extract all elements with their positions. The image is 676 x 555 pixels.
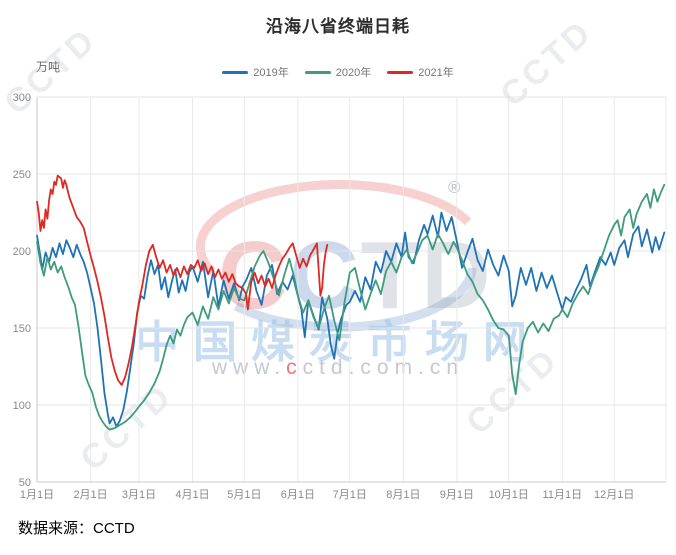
chart-legend: 2019年 2020年 2021年 xyxy=(0,64,676,80)
y-tick-label: 50 xyxy=(19,477,31,489)
y-axis-unit-label: 万吨 xyxy=(36,60,61,74)
x-tick-label: 4月1日 xyxy=(175,489,209,501)
x-tick-label: 11月1日 xyxy=(543,489,583,501)
legend-swatch-2019 xyxy=(222,70,249,74)
x-tick-label: 7月1日 xyxy=(333,489,367,501)
x-tick-label: 6月1日 xyxy=(281,489,315,501)
x-tick-label: 2月1日 xyxy=(73,489,107,501)
legend-swatch-2020 xyxy=(304,70,331,74)
page-title: 沿海八省终端日耗 xyxy=(266,17,410,36)
legend-item-2019[interactable]: 2019年 xyxy=(222,64,289,80)
legend-label-2019: 2019年 xyxy=(253,67,289,79)
y-tick-label: 200 xyxy=(13,246,31,258)
legend-label-2020: 2020年 xyxy=(335,67,372,79)
data-source-label: 数据来源：CCTD xyxy=(18,520,135,537)
x-tick-label: 10月1日 xyxy=(489,489,529,501)
legend-label-2021: 2021年 xyxy=(418,67,454,79)
legend-swatch-2021 xyxy=(387,70,414,74)
x-tick-label: 1月1日 xyxy=(20,489,54,501)
y-tick-label: 100 xyxy=(13,400,31,412)
y-tick-label: 250 xyxy=(13,169,31,181)
legend-item-2021[interactable]: 2021年 xyxy=(387,64,454,80)
x-tick-label: 8月1日 xyxy=(386,489,420,501)
y-tick-label: 150 xyxy=(13,323,31,335)
x-tick-label: 12月1日 xyxy=(594,489,634,501)
series-line-2020年 xyxy=(36,183,666,431)
x-tick-label: 5月1日 xyxy=(227,489,261,501)
series-line-2019年 xyxy=(36,211,666,428)
y-tick-label: 300 xyxy=(13,92,31,104)
x-tick-label: 3月1日 xyxy=(122,489,156,501)
x-tick-label: 9月1日 xyxy=(440,489,474,501)
legend-item-2020[interactable]: 2020年 xyxy=(304,64,372,80)
series-line-2021年 xyxy=(36,174,329,386)
